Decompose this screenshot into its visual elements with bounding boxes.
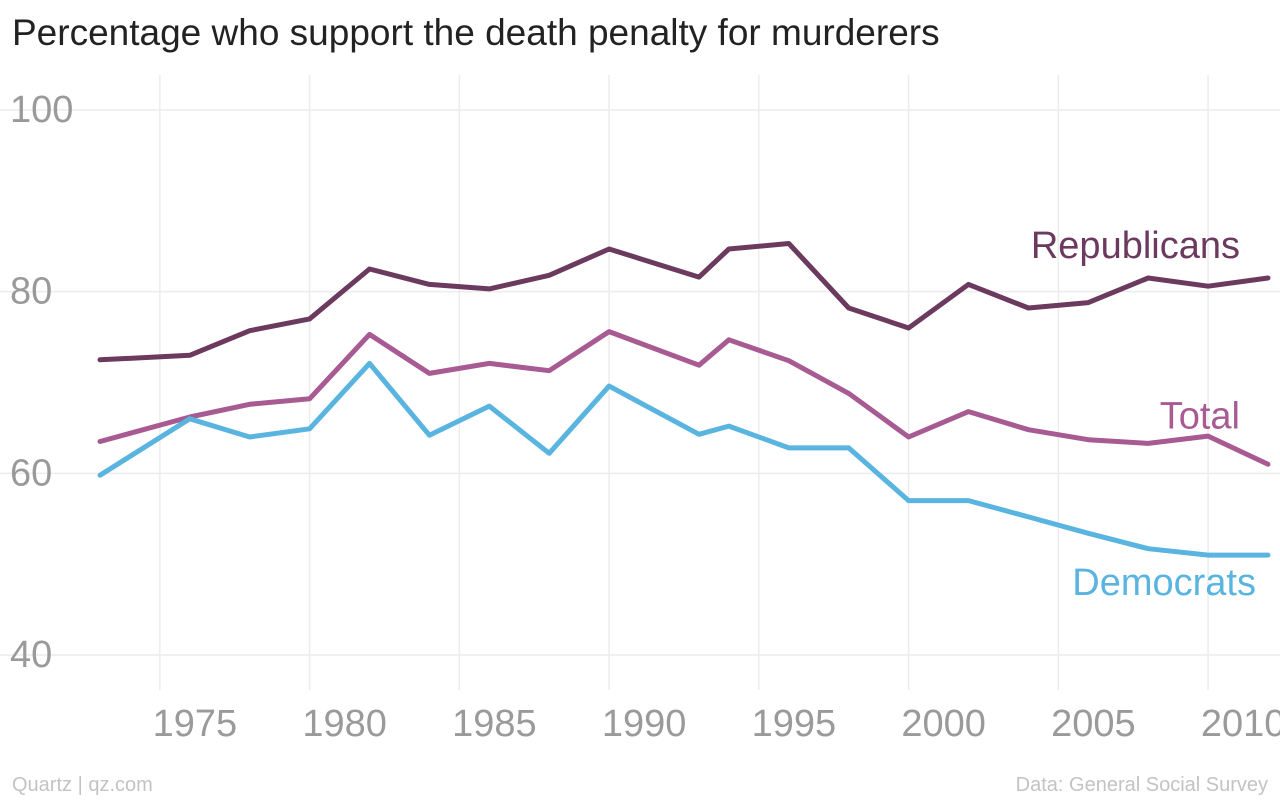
series-line-republicans (97, 241, 1271, 363)
chart-title: Percentage who support the death penalty… (12, 12, 940, 53)
data-source: Data: General Social Survey (1015, 774, 1268, 796)
series-label-total: Total (1160, 395, 1240, 437)
source-credit: Quartz | qz.com (12, 774, 153, 796)
x-tick-label: 1990 (602, 703, 687, 745)
series-labels: Republicans Total Democrats (1031, 225, 1256, 604)
x-tick-label: 1980 (302, 703, 387, 745)
x-tick-label: 1975 (153, 703, 238, 745)
axis-ticks: 40 60 80 100 1975 1980 1985 1990 1995 2000 2005 201… (10, 89, 1280, 745)
series-line-democrats (97, 360, 1271, 558)
series-lines (97, 241, 1271, 558)
y-tick-label: 40 (10, 634, 52, 676)
x-tick-label: 2005 (1051, 703, 1136, 745)
x-tick-label: 2000 (901, 703, 986, 745)
y-tick-label: 80 (10, 271, 52, 313)
grid-lines (0, 75, 1280, 690)
series-label-democrats: Democrats (1072, 562, 1256, 604)
x-tick-label: 1985 (452, 703, 537, 745)
series-line-total (97, 329, 1271, 467)
x-tick-label: 2010 (1201, 703, 1280, 745)
y-tick-label: 100 (10, 89, 73, 131)
series-label-republicans: Republicans (1031, 225, 1240, 267)
x-tick-label: 1995 (752, 703, 837, 745)
y-tick-label: 60 (10, 452, 52, 494)
